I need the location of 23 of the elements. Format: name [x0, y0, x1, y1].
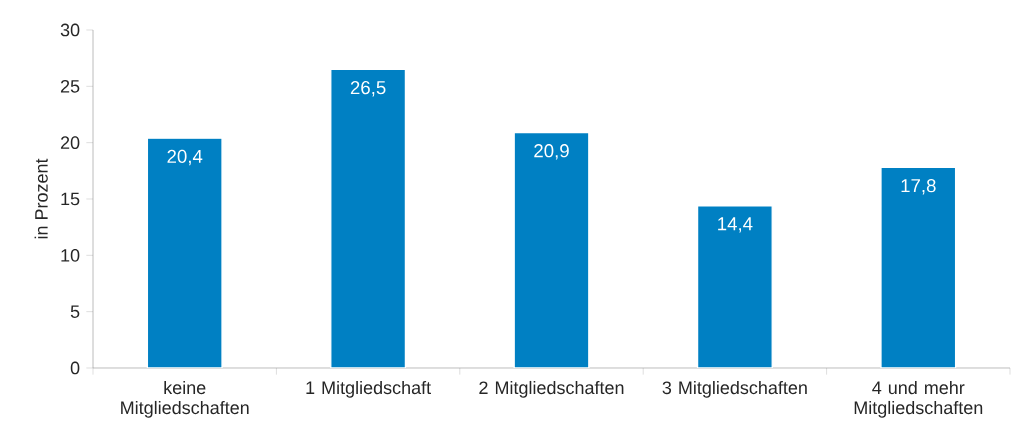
- bar: [880, 166, 957, 368]
- y-tick-label: 0: [70, 361, 80, 375]
- y-tick-label: 30: [60, 23, 80, 37]
- bar: [696, 205, 773, 368]
- y-tick-label: 20: [60, 136, 80, 150]
- x-tick-label: 1 Mitgliedschaft: [306, 380, 431, 398]
- data-label: 20,4: [167, 149, 203, 166]
- bar: [146, 137, 223, 368]
- x-tick-label: 3 Mitgliedschaften: [662, 380, 807, 398]
- data-label: 14,4: [718, 217, 753, 233]
- x-tick-label: keine Mitgliedschaften: [121, 380, 249, 418]
- y-axis-title: in Prozent: [34, 158, 48, 239]
- y-tick-label: 15: [61, 192, 80, 206]
- data-label: 17,8: [901, 179, 936, 195]
- data-label: 26,5: [350, 81, 386, 97]
- data-label: 20,9: [534, 144, 569, 160]
- x-tick-label: 2 Mitgliedschaften: [479, 380, 624, 398]
- y-tick-label: 5: [70, 305, 80, 318]
- x-tick-label: 4 und mehr Mitgliedschaften: [854, 380, 983, 418]
- y-tick-label: 25: [60, 79, 80, 93]
- y-tick-label: 10: [61, 248, 80, 262]
- bar: [513, 131, 590, 368]
- bar: [330, 68, 407, 368]
